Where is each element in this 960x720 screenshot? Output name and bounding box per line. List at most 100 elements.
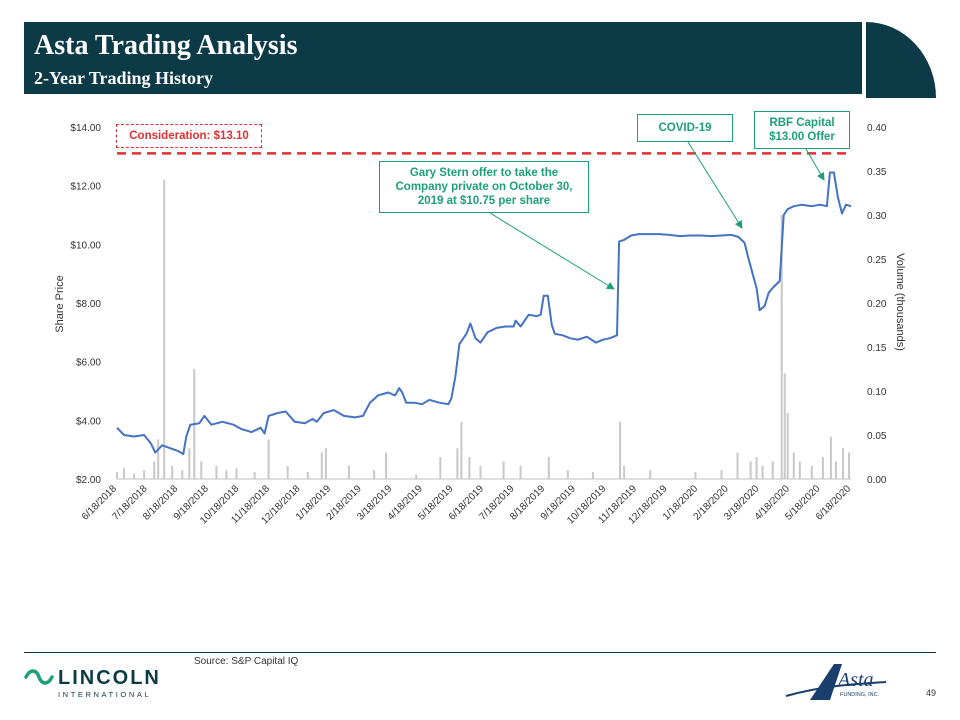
y2-axis-ticks: 0.00 0.05 0.10 0.15 0.20 0.25 0.30 0.35 0.40 [867, 123, 887, 486]
volume-bar [780, 215, 783, 479]
volume-bar [736, 452, 739, 479]
gary-stern-annotation: Gary Stern offer to take the Company pri… [379, 161, 589, 213]
header-bar: Asta Trading Analysis 2-Year Trading His… [24, 22, 862, 94]
asta-logo-text: Asta [836, 669, 874, 691]
volume-bar [821, 457, 824, 479]
volume-bar [792, 452, 795, 479]
volume-bar [566, 470, 569, 479]
y2-tick-label: 0.10 [867, 387, 887, 398]
volume-bar [468, 457, 471, 479]
lincoln-logo: LINCOLN INTERNATIONAL [24, 667, 161, 699]
covid-annotation: COVID-19 [637, 114, 733, 142]
y2-tick-label: 0.15 [867, 343, 887, 354]
volume-bar [153, 461, 156, 479]
y2-tick-label: 0.30 [867, 211, 887, 222]
volume-bar [163, 179, 166, 480]
volume-bar [755, 457, 758, 479]
volume-bar [286, 465, 289, 479]
volume-bar [439, 457, 442, 479]
lincoln-logo-subtext: INTERNATIONAL [58, 690, 151, 699]
volume-bar [143, 470, 146, 479]
y2-tick-label: 0.20 [867, 299, 887, 310]
volume-bar [456, 448, 459, 479]
volume-bar [385, 452, 388, 479]
y2-tick-label: 0.35 [867, 167, 887, 178]
y2-tick-label: 0.00 [867, 475, 887, 486]
corner-decoration [866, 22, 936, 98]
y-tick-label: $2.00 [76, 475, 101, 486]
consideration-label: Consideration: $13.10 [116, 124, 262, 148]
volume-bar [694, 472, 697, 479]
volume-bar [306, 472, 309, 479]
trading-chart: $2.00 $4.00 $6.00 $8.00 $10.00 $12.00 $14.00 0… [54, 123, 906, 527]
volume-bar [810, 465, 813, 479]
y2-tick-label: 0.05 [867, 431, 887, 442]
volume-bar [749, 461, 752, 479]
annotation-arrows [489, 141, 825, 290]
volume-bar [502, 461, 505, 479]
y-tick-label: $12.00 [70, 182, 101, 193]
page-number: 49 [926, 688, 937, 698]
volume-bar [116, 472, 118, 479]
volume-bar [460, 421, 463, 479]
volume-bar [347, 465, 350, 479]
y-axis-ticks: $2.00 $4.00 $6.00 $8.00 $10.00 $12.00 $14.00 [70, 123, 101, 486]
volume-bar [215, 465, 218, 479]
volume-bar [181, 470, 184, 479]
volume-bar [373, 470, 376, 479]
y-tick-label: $6.00 [76, 358, 101, 369]
volume-bar [623, 465, 626, 479]
y-tick-label: $4.00 [76, 416, 101, 427]
volume-bar [225, 470, 228, 479]
lincoln-logo-text: LINCOLN [58, 667, 161, 689]
volume-bar [783, 373, 786, 479]
y2-axis-label: Volume (thousands) [894, 253, 906, 351]
volume-bar [720, 470, 723, 479]
y-tick-label: $14.00 [70, 123, 101, 134]
volume-bar [171, 465, 174, 479]
volume-bar [591, 472, 594, 479]
page-title: Asta Trading Analysis [34, 30, 298, 61]
volume-bar [267, 439, 270, 479]
volume-bar [829, 436, 832, 479]
rbf-annotation-line2: $13.00 Offer [769, 131, 835, 143]
volume-bar [133, 473, 136, 479]
volume-bar [786, 413, 789, 479]
asta-logo-subtext: FUNDING, INC. [840, 692, 880, 698]
y-axis-label: Share Price [54, 275, 66, 332]
y-tick-label: $10.00 [70, 240, 101, 251]
covid-arrow [687, 141, 743, 229]
x-axis-ticks: 6/18/20187/18/20188/18/20189/18/201810/1… [80, 483, 854, 526]
volume-bar [157, 439, 160, 479]
volume-bar [320, 452, 323, 479]
rbf-annotation: RBF Capital $13.00 Offer [754, 111, 850, 149]
volume-bar [761, 465, 764, 479]
volume-bar [324, 448, 327, 479]
volume-bar [253, 472, 256, 479]
volume-bar [235, 468, 238, 479]
volume-bar [798, 461, 801, 479]
volume-bar [848, 452, 850, 479]
volume-bar [547, 457, 550, 479]
volume-bar [415, 474, 418, 479]
volume-bar [771, 461, 774, 479]
y2-tick-label: 0.40 [867, 123, 887, 134]
gary-stern-arrow [489, 212, 615, 290]
volume-bar [200, 461, 203, 479]
volume-bar [123, 468, 125, 479]
volume-bar [842, 448, 844, 479]
rbf-arrow [805, 148, 825, 181]
volume-bar [834, 461, 837, 479]
y2-tick-label: 0.25 [867, 255, 887, 266]
volume-bar [619, 421, 622, 479]
volume-bar [188, 448, 191, 479]
volume-bar [479, 465, 482, 479]
share-price-line [116, 171, 852, 456]
volume-bar [649, 470, 652, 479]
y-tick-label: $8.00 [76, 299, 101, 310]
footer-rule [24, 652, 936, 653]
source-note: Source: S&P Capital IQ [194, 656, 299, 667]
asta-logo: Asta FUNDING, INC. [785, 664, 887, 700]
rbf-annotation-line1: RBF Capital [769, 117, 835, 129]
volume-bar [519, 465, 522, 479]
